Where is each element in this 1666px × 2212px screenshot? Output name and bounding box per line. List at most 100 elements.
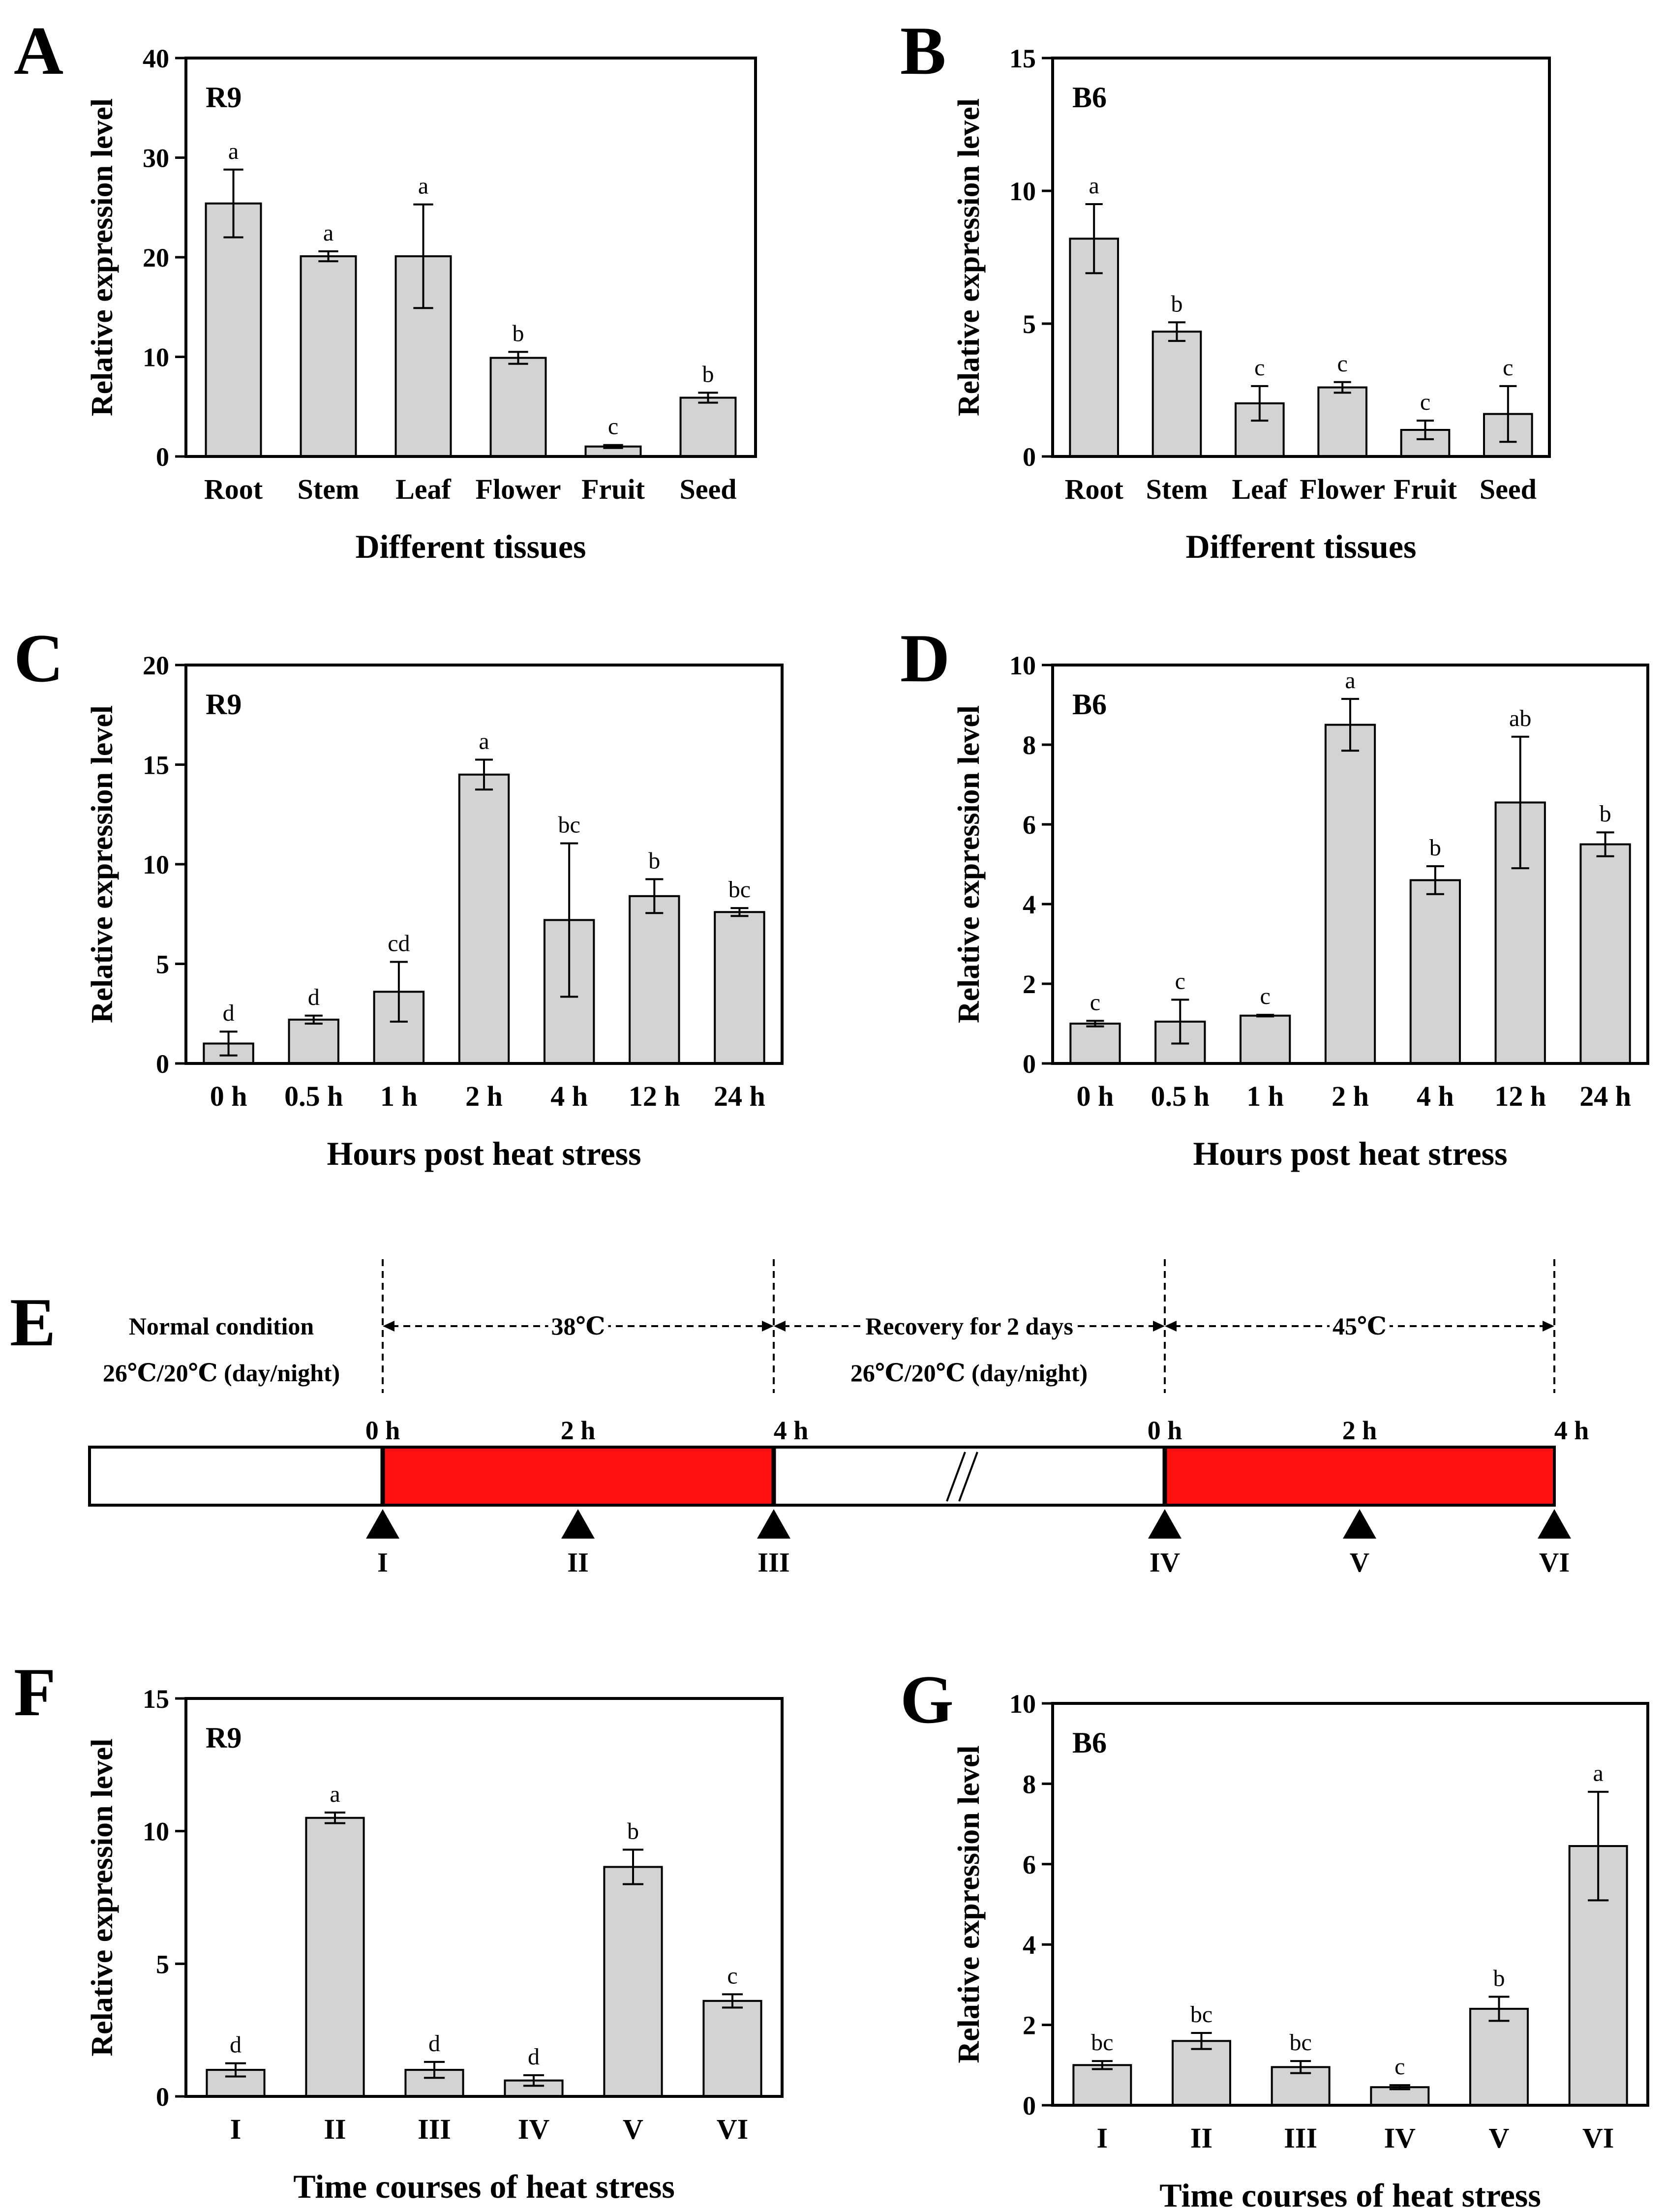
y-axis-title: Relative expression level [86,98,119,416]
sampling-point-label: III [757,1547,789,1578]
panel-letter: E [10,1284,56,1361]
significance-label: c [1503,355,1513,381]
x-tick-label: VI [1582,2122,1614,2154]
x-tick-label: IV [518,2113,550,2145]
bar [458,773,510,1064]
hour-label: 2 h [561,1416,596,1445]
heat-45-segment [1163,1446,1556,1507]
x-tick-label: Stem [298,473,360,505]
series-label: R9 [206,688,242,721]
y-tick-label: 0 [1023,1049,1036,1079]
arrow-head [762,1321,774,1332]
panel-C: Cd 0 h d 0.5 h cd 1 h a 2 h bc 4 h b 12 h bc 24 h 0 5 10… [14,620,784,1172]
plot-frame [184,57,757,458]
y-tick-label: 5 [156,1949,169,1979]
series-label: B6 [1072,688,1107,721]
label-backdrop [862,1312,1076,1340]
y-tick-label: 2 [1023,2011,1036,2040]
x-tick-label: 1 h [380,1080,418,1112]
error-bar [560,842,578,998]
y-tick-label: 10 [143,1817,169,1847]
x-tick-label: Fruit [581,473,645,505]
x-tick-label: IV [1384,2122,1416,2154]
significance-label: d [308,984,320,1010]
error-bar [730,907,749,917]
x-axis-title: Time courses of heat stress [1159,2177,1541,2212]
sampling-marker [366,1509,399,1539]
y-tick-label: 0 [156,442,169,472]
bar [305,1817,365,2097]
sampling-point-label: V [1350,1547,1369,1578]
panel-letter: F [14,1654,56,1730]
significance-label: b [1493,1965,1505,1991]
hour-label: 4 h [1554,1416,1589,1445]
significance-label: c [1394,2054,1405,2080]
hour-label: 0 h [1148,1416,1182,1445]
series-label: R9 [206,1722,242,1754]
arrow-head [1165,1321,1177,1332]
heat-38-segment [381,1446,775,1507]
error-bar [1085,203,1103,274]
phase-label: Recovery for 2 days [865,1312,1073,1340]
error-bar [219,1030,238,1057]
significance-label: a [1593,1760,1604,1787]
x-tick-label: 4 h [1417,1080,1454,1112]
sampling-marker [561,1509,595,1539]
x-tick-label: Fruit [1393,473,1457,505]
significance-label: a [330,1781,340,1807]
bar [1324,724,1376,1064]
x-tick-label: V [623,2113,643,2145]
error-bar [1488,1996,1510,2022]
bar [702,2000,762,2098]
error-bar [1588,1790,1609,1902]
error-bar [304,1014,323,1025]
error-bar [225,2062,246,2078]
sampling-point-label: IV [1150,1547,1180,1578]
panel-F: Fd Ia II d III d IV b Vc VI 0 5 10 15 R9 Time courses o… [14,1654,784,2205]
bar [1172,2040,1231,2106]
bar [679,396,737,458]
error-bar [324,1811,346,1824]
x-tick-label: III [418,2113,451,2145]
y-tick-label: 4 [1023,890,1036,919]
y-tick-label: 15 [143,1684,169,1714]
bar [1069,238,1119,457]
phase-label: 45℃ [1333,1312,1387,1340]
x-tick-label: II [324,2113,346,2145]
sampling-marker [1148,1509,1181,1539]
y-tick-label: 5 [156,950,169,979]
y-tick-label: 10 [1009,651,1036,680]
error-bar [424,2060,445,2079]
plot-frame [1051,1702,1649,2107]
panel-letter: D [900,620,950,697]
y-tick-label: 20 [143,243,169,273]
label-backdrop [548,1312,608,1340]
error-bar [1290,2060,1311,2074]
panel-letter: B [900,13,946,89]
y-tick-label: 15 [143,751,169,780]
error-bar [1499,385,1517,443]
x-tick-label: Root [204,473,263,505]
significance-label: c [608,414,618,440]
error-bar [1168,321,1186,342]
bar [489,357,547,458]
error-bar [622,1848,644,1885]
significance-label: b [1600,801,1611,827]
x-axis-title: Hours post heat stress [327,1135,641,1172]
x-tick-label: V [1489,2122,1510,2154]
bar [1072,2064,1132,2106]
significance-label: c [727,1963,737,1989]
significance-label: b [513,320,524,346]
series-label: B6 [1072,1727,1107,1759]
x-tick-label: Seed [1480,473,1537,505]
sampling-marker [757,1509,790,1539]
y-tick-label: 10 [143,343,169,372]
significance-label: cd [388,930,410,956]
significance-label: d [230,2032,242,2058]
bar [1151,331,1202,458]
significance-label: c [1175,968,1185,994]
bar [1469,2007,1529,2106]
y-tick-label: 6 [1023,1850,1036,1879]
arrow-head [1153,1321,1165,1332]
